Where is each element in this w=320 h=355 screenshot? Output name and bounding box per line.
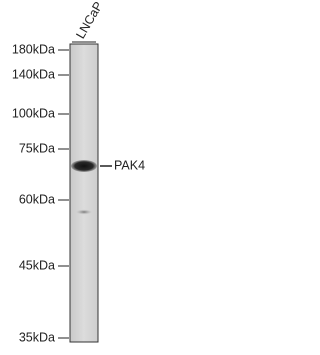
marker-label: 75kDa <box>19 141 55 155</box>
band <box>71 160 97 172</box>
faint-band <box>76 209 92 215</box>
marker-label: 100kDa <box>12 106 55 120</box>
marker-ladder: 180kDa 140kDa 100kDa 75kDa 60kDa 45kDa 3… <box>12 42 69 344</box>
lane <box>69 43 99 343</box>
marker-label: 180kDa <box>12 42 55 56</box>
lane-label: LNCaP <box>73 0 105 41</box>
marker-label: 140kDa <box>12 67 55 81</box>
band-label: PAK4 <box>114 158 145 172</box>
marker-label: 35kDa <box>19 330 55 344</box>
marker-label: 45kDa <box>19 258 55 272</box>
western-blot: LNCaP 180kDa 140kDa 100kDa 75kDa 60kDa 4… <box>12 0 145 344</box>
marker-label: 60kDa <box>19 192 55 206</box>
